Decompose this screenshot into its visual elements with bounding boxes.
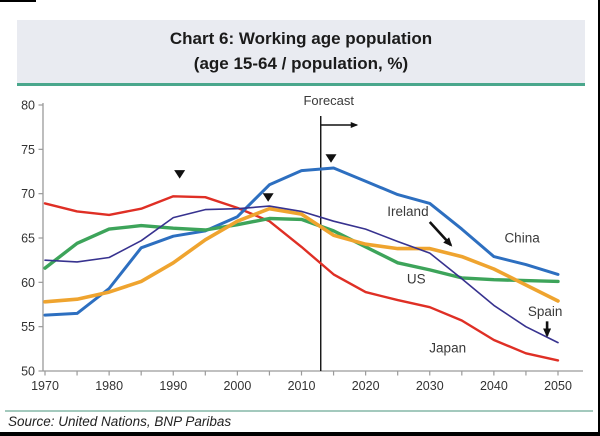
line-label-china: China bbox=[504, 231, 540, 246]
source-text: Source: United Nations, BNP Paribas bbox=[8, 414, 232, 429]
y-tick-label: 55 bbox=[21, 320, 35, 334]
ireland-pointer-arrow bbox=[428, 221, 453, 247]
line-label-japan: Japan bbox=[429, 340, 466, 355]
x-tick-label: 2050 bbox=[544, 379, 572, 393]
chart-title-line2: (age 15-64 / population, %) bbox=[193, 53, 409, 73]
x-tick-label: 2040 bbox=[480, 379, 508, 393]
chart-title-bar: Chart 6: Working age population (age 15-… bbox=[17, 20, 585, 86]
y-tick-label: 65 bbox=[21, 232, 35, 246]
chart-layers: 50 55 60 65 70 75 80 1970 1980 1990 2000 2010 2020 20… bbox=[21, 93, 583, 393]
x-tick-label: 2020 bbox=[352, 379, 380, 393]
series-line-china bbox=[43, 166, 560, 317]
x-tick-label: 2000 bbox=[223, 379, 251, 393]
screenshot-edge-artifact-top bbox=[0, 0, 36, 2]
line-label-ireland: Ireland bbox=[387, 204, 428, 219]
series-line-japan bbox=[43, 195, 560, 362]
y-tick-label: 50 bbox=[21, 365, 35, 379]
peak-marker-icon bbox=[325, 154, 337, 163]
y-tick-label: 60 bbox=[21, 276, 35, 290]
x-tick-label: 1990 bbox=[159, 379, 187, 393]
line-label-us: US bbox=[407, 271, 426, 286]
peak-marker-icon bbox=[174, 170, 186, 179]
source-divider-line bbox=[5, 410, 593, 412]
line-label-spain: Spain bbox=[528, 304, 563, 319]
x-tick-label: 2010 bbox=[288, 379, 316, 393]
series-line-spain bbox=[44, 205, 559, 344]
x-tick-label: 1980 bbox=[95, 379, 123, 393]
y-tick-label: 75 bbox=[21, 143, 35, 157]
forecast-label: Forecast bbox=[303, 93, 354, 108]
series-line-us bbox=[43, 216, 560, 284]
chart-title-line1: Chart 6: Working age population bbox=[169, 28, 433, 48]
x-tick-label: 1970 bbox=[31, 379, 59, 393]
peak-marker-icon bbox=[262, 193, 274, 202]
screenshot-edge-artifact-bottom bbox=[0, 432, 600, 436]
y-tick-label: 70 bbox=[21, 187, 35, 201]
y-tick-label: 80 bbox=[21, 99, 35, 113]
screenshot-edge-artifact-right bbox=[598, 0, 600, 436]
series-line-ireland bbox=[43, 206, 560, 304]
x-tick-label: 2030 bbox=[416, 379, 444, 393]
